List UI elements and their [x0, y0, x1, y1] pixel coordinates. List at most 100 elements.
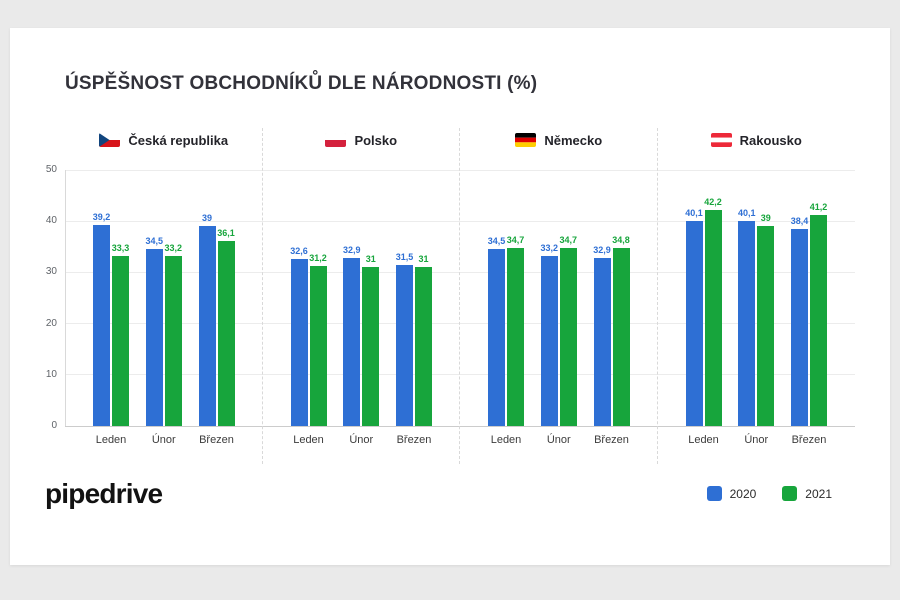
bar-2020: 31,5 [396, 252, 413, 426]
bar-2021: 33,3 [112, 243, 129, 426]
bar-value-label: 32,9 [593, 244, 611, 255]
page-title: ÚSPĚŠNOST OBCHODNÍKŮ DLE NÁRODNOSTI (%) [65, 73, 538, 94]
bar-value-label: 33,2 [540, 243, 559, 254]
bar-cluster: 40,1 39 [738, 208, 775, 426]
bar-cluster: 39 36,1 [198, 213, 235, 426]
bar-cluster: 32,6 31,2 [290, 246, 327, 426]
gridline [65, 271, 855, 273]
chart-legend: 2020 2021 [706, 486, 832, 501]
y-axis-line [65, 170, 66, 426]
bar-value-label: 34,7 [506, 235, 525, 246]
bars-row: 40,1 42,2 40,1 39 38,4 41,2 [685, 170, 827, 426]
country-header: Polsko [263, 130, 461, 150]
months-row: Leden Únor Březen [93, 434, 235, 446]
month-label: Únor [546, 434, 571, 446]
bar-value-label: 34,5 [145, 236, 164, 247]
bar-2020: 33,2 [540, 243, 558, 426]
month-label: Leden [490, 434, 522, 446]
bar-2020: 39 [198, 213, 216, 426]
bar-value-label: 31 [418, 254, 429, 265]
gridline [65, 169, 855, 171]
months-row: Leden Únor Březen [291, 434, 433, 446]
bar-value-label: 34,8 [612, 234, 630, 245]
gridline [65, 374, 855, 376]
country-header: Rakousko [658, 130, 856, 150]
bar-value-label: 41,2 [809, 202, 828, 213]
bar-cluster: 32,9 31 [343, 245, 380, 426]
bars-row: 34,5 34,7 33,2 34,7 32,9 34,8 [488, 170, 630, 426]
bar-2021: 34,7 [559, 235, 577, 426]
group-separator [656, 128, 658, 464]
de-flag-icon [515, 133, 537, 147]
gridline [65, 425, 855, 427]
legend-label-2020: 2020 [729, 486, 757, 501]
at-flag-icon [710, 133, 732, 147]
country-name: Česká republika [128, 132, 229, 148]
legend-swatch-2021-icon [782, 486, 798, 501]
bar-value-label: 39,2 [92, 212, 111, 223]
country-header: Česká republika [65, 130, 263, 150]
country-name: Polsko [354, 132, 398, 148]
bar-value-label: 38,4 [790, 216, 809, 227]
y-axis-tick-label: 30 [45, 266, 57, 278]
bar-cluster: 40,1 42,2 [685, 197, 722, 426]
bar-cluster: 39,2 33,3 [93, 212, 129, 426]
bar-2021: 34,8 [612, 235, 630, 426]
pl-flag-icon [325, 133, 347, 147]
bar-value-label: 32,6 [290, 246, 308, 257]
bar-value-label: 31 [365, 254, 376, 265]
y-axis-tick-label: 0 [51, 420, 57, 431]
gridline [65, 220, 855, 222]
months-row: Leden Únor Březen [686, 434, 828, 446]
bar-2020: 38,4 [791, 216, 808, 426]
bar-value-label: 32,9 [342, 244, 361, 255]
legend-item-2021: 2021 [782, 486, 832, 501]
country-group-de: Německo 34,5 34,7 33,2 34,7 32,9 34,8 Leden Únor… [460, 128, 658, 468]
month-label: Březen [594, 434, 629, 446]
bar-2020: 32,9 [593, 245, 611, 426]
months-row: Leden Únor Březen [488, 434, 630, 446]
bar-2020: 40,1 [738, 208, 756, 426]
month-label: Leden [293, 434, 324, 446]
bar-2021: 41,2 [810, 202, 827, 426]
y-axis-tick-label: 50 [45, 164, 57, 175]
month-label: Únor [151, 434, 176, 446]
bar-cluster: 33,2 34,7 [540, 235, 577, 426]
gridline [65, 323, 855, 325]
bar-value-label: 33,3 [111, 242, 130, 253]
legend-swatch-2020-icon [706, 486, 722, 501]
bar-cluster: 38,4 41,2 [791, 202, 827, 426]
bar-2020: 32,6 [290, 246, 308, 426]
bar-cluster: 31,5 31 [396, 252, 432, 426]
country-header: Německo [460, 130, 658, 150]
bar-2020: 34,5 [145, 236, 163, 426]
bar-2021: 31,2 [309, 253, 327, 426]
month-label: Únor [744, 434, 769, 446]
legend-label-2021: 2021 [805, 486, 832, 501]
cz-flag-icon [99, 133, 121, 147]
month-label: Leden [95, 434, 127, 446]
bar-value-label: 40,1 [737, 207, 756, 218]
bar-value-label: 39 [201, 213, 213, 224]
country-group-cz: Česká republika 39,2 33,3 34,5 33,2 39 36,1 Led… [65, 128, 263, 468]
pipedrive-logo: pipedrive [45, 478, 163, 509]
legend-item-2020: 2020 [706, 486, 757, 501]
bar-value-label: 36,1 [217, 228, 235, 239]
bar-2021: 31 [362, 254, 380, 426]
month-label: Březen [791, 434, 827, 446]
bar-2021: 31 [415, 254, 432, 426]
month-label: Leden [688, 434, 719, 446]
bar-value-label: 31,5 [395, 251, 414, 262]
month-label: Únor [349, 434, 374, 446]
country-name: Německo [544, 132, 603, 148]
bar-2020: 32,9 [343, 245, 361, 426]
bar-2021: 36,1 [217, 228, 235, 426]
bars-row: 39,2 33,3 34,5 33,2 39 36,1 [93, 170, 235, 426]
bar-2020: 34,5 [488, 236, 505, 426]
bar-2021: 42,2 [704, 197, 722, 426]
bar-value-label: 39 [760, 213, 771, 224]
bar-value-label: 34,5 [487, 236, 506, 247]
country-name: Rakousko [739, 132, 802, 148]
chart-card: ÚSPĚŠNOST OBCHODNÍKŮ DLE NÁRODNOSTI (%) … [10, 28, 890, 565]
bar-value-label: 34,7 [559, 235, 578, 246]
